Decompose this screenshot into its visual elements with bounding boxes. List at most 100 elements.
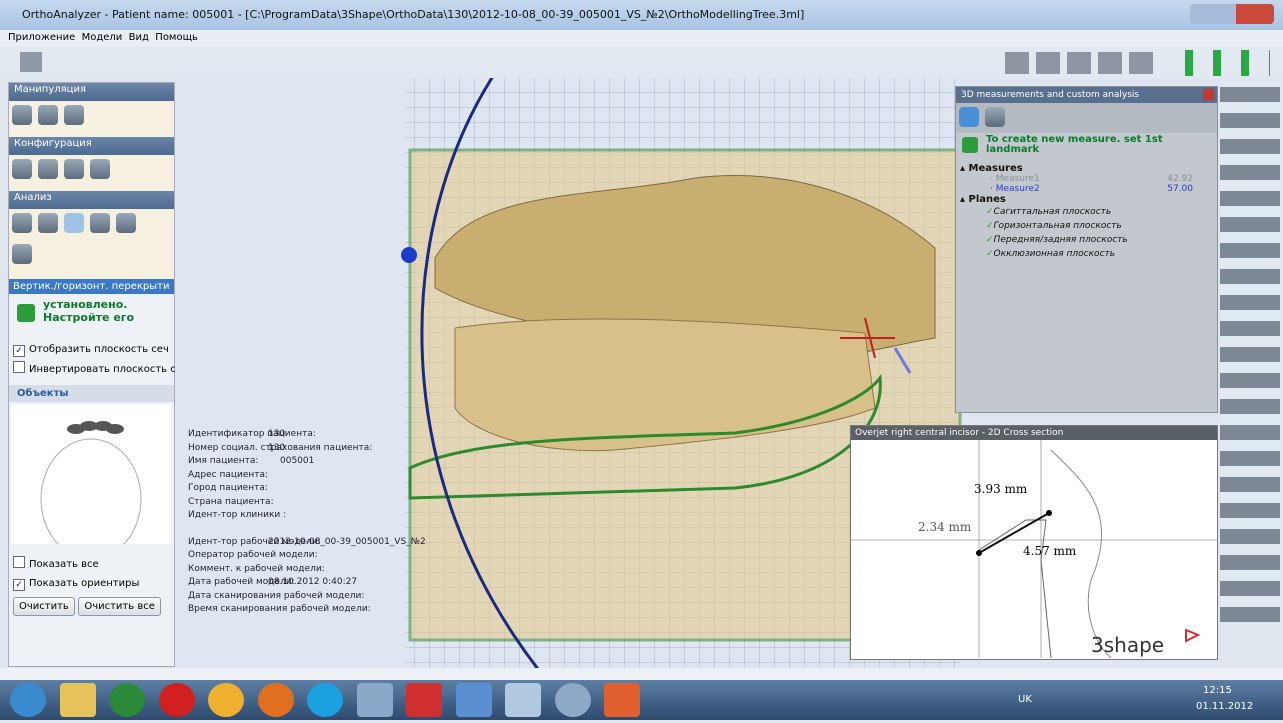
active-tab[interactable]: Вертик./горизонт. перекрыти xyxy=(9,279,174,294)
taskbar-app[interactable] xyxy=(406,683,442,717)
patient-row: Город пациента: xyxy=(188,482,508,496)
message: установлено. xyxy=(43,298,128,311)
menu-item[interactable]: Приложение xyxy=(8,32,76,43)
patient-row: Идентификатор пациента: 130 xyxy=(188,428,508,442)
patient-label: Дата рабочей модели: xyxy=(188,577,295,587)
patient-row: Идент-тор клиники : xyxy=(188,509,508,523)
plane-row: ✓Сагиттальная плоскость xyxy=(986,207,1112,217)
patient-row: Коммент. к рабочей модели: xyxy=(188,563,508,577)
section-header[interactable]: Конфигурация xyxy=(9,137,174,155)
measure-name[interactable]: Measure2 xyxy=(995,184,1040,194)
patient-label: Идент-тор клиники : xyxy=(188,510,287,520)
group-title: Planes xyxy=(968,194,1006,205)
tool-icons[interactable] xyxy=(1185,50,1270,76)
measure-label: 3.93 mm xyxy=(974,482,1028,496)
taskbar-app[interactable] xyxy=(257,683,294,717)
menu-item[interactable]: Вид xyxy=(128,32,149,43)
section-header[interactable]: Манипуляция xyxy=(9,83,174,101)
menu-bar: Приложение Модели Вид Помощь xyxy=(0,30,1283,46)
panel-title: 3D measurements and custom analysis xyxy=(961,90,1140,100)
patient-row: Идент-тор рабочей модели: 2012-10-08_00-3… xyxy=(188,536,508,550)
patient-label: Коммент. к рабочей модели: xyxy=(188,563,325,574)
patient-value: 08.10.2012 0:40:27 xyxy=(268,577,358,587)
left-panel: Манипуляция Конфигурация Анализ Вертик./… xyxy=(8,82,176,667)
measure-panel: 3D measurements and custom analysis To c… xyxy=(955,86,1218,413)
menu-item[interactable]: Модели xyxy=(81,32,123,43)
taskbar-app[interactable] xyxy=(307,683,343,717)
plane-row: ✓Передняя/задняя плоскость xyxy=(986,235,1128,245)
taskbar-app[interactable] xyxy=(59,683,96,717)
patient-label: Страна пациента: xyxy=(188,496,274,507)
title-bar: OrthoAnalyzer - Patient name: 005001 - [… xyxy=(0,0,1283,30)
language[interactable]: UK xyxy=(1018,694,1032,705)
taskbar-app[interactable] xyxy=(604,683,640,717)
info-icon xyxy=(17,304,35,322)
window-controls[interactable] xyxy=(1190,4,1274,24)
taskbar-app[interactable] xyxy=(554,683,591,717)
taskbar-app[interactable] xyxy=(109,683,145,717)
patient-value: 2012-10-08_00-39_005001_VS_№2 xyxy=(268,536,426,547)
right-toolbar[interactable] xyxy=(1220,82,1280,622)
measure-label: 4.57 mm xyxy=(1023,544,1077,558)
status-bar xyxy=(0,668,1283,680)
patient-label: Время сканирования рабочей модели: xyxy=(188,604,371,614)
patient-row: Время сканирования рабочей модели: xyxy=(188,603,508,617)
plane-name: Горизонтальная плоскость xyxy=(993,221,1122,231)
patient-label: Дата сканирования рабочей модели: xyxy=(188,590,365,601)
taskbar-app[interactable] xyxy=(158,683,195,717)
plane-row: ✓Окклюзионная плоскость xyxy=(986,249,1116,259)
patient-row: Дата рабочей модели: 08.10.2012 0:40:27 xyxy=(188,576,508,590)
group-title: Measures xyxy=(968,163,1023,174)
patient-label: Оператор рабочей модели: xyxy=(188,550,318,560)
logo: 3shape xyxy=(1091,633,1164,657)
measure-name[interactable]: Measure1 xyxy=(995,174,1040,184)
patient-value: 130 xyxy=(268,442,286,453)
panel-header: 3D measurements and custom analysis xyxy=(956,87,1217,103)
plane-row: ✓Горизонтальная плоскость xyxy=(986,221,1122,231)
patient-value: 130 xyxy=(268,429,286,439)
patient-label: Имя пациента: xyxy=(188,456,259,466)
menu-item[interactable]: Помощь xyxy=(155,32,198,43)
taskbar-app[interactable] xyxy=(455,683,492,717)
patient-label: Адрес пациента: xyxy=(188,469,269,480)
patient-label: Номер социал. страхования пациента: xyxy=(188,442,373,453)
close-button[interactable] xyxy=(1203,89,1214,100)
window-title: OrthoAnalyzer - Patient name: 005001 - [… xyxy=(22,8,805,21)
taskbar: UK 12:15 01.11.2012 xyxy=(0,680,1283,720)
patient-row: Оператор рабочей модели: xyxy=(188,549,508,563)
button[interactable]: Очистить все xyxy=(78,597,161,616)
section-header[interactable]: Анализ xyxy=(9,191,174,209)
toolbar xyxy=(0,46,1283,78)
taskbar-app[interactable] xyxy=(505,683,541,717)
patient-row: Дата сканирования рабочей модели: xyxy=(188,590,508,604)
objects-header: Объекты xyxy=(9,385,174,402)
tooth-map xyxy=(11,404,171,544)
measure-value: 42.92 xyxy=(1167,174,1193,184)
message: Настройте его xyxy=(43,311,135,324)
info-icon xyxy=(962,137,978,153)
checkbox-label[interactable]: Инвертировать плоскость с xyxy=(29,364,176,375)
panel-title: Overjet right central incisor - 2D Cross… xyxy=(851,426,1217,440)
tool-icons[interactable] xyxy=(1005,52,1155,74)
start-button[interactable] xyxy=(10,683,46,717)
patient-row: Номер социал. страхования пациента: 130 xyxy=(188,442,508,456)
button[interactable]: Очистить xyxy=(13,597,75,616)
patient-label: Идентификатор пациента: xyxy=(188,429,316,439)
taskbar-app[interactable] xyxy=(356,683,393,717)
taskbar-app[interactable] xyxy=(208,683,244,717)
patient-value: 005001 xyxy=(280,456,315,466)
checkbox-label[interactable]: Отобразить плоскость сеч xyxy=(29,344,169,355)
checkbox-label[interactable]: Показать все xyxy=(29,559,99,570)
patient-label: Идент-тор рабочей модели: xyxy=(188,536,321,547)
measure-value: 57.00 xyxy=(1167,184,1193,194)
clock-time[interactable]: 12:15 xyxy=(1203,685,1232,696)
plane-name: Окклюзионная плоскость xyxy=(993,249,1116,259)
hint: To create new measure. set 1st landmark xyxy=(986,134,1163,155)
checkbox-label[interactable]: Показать ориентиры xyxy=(29,578,140,589)
cross-section-panel: Overjet right central incisor - 2D Cross… xyxy=(850,425,1218,660)
tool-icon[interactable] xyxy=(20,52,42,72)
plane-name: Передняя/задняя плоскость xyxy=(993,235,1128,245)
measure-label: 2.34 mm xyxy=(918,520,972,534)
patient-row: Адрес пациента: xyxy=(188,469,508,483)
clock-date[interactable]: 01.11.2012 xyxy=(1196,701,1254,712)
